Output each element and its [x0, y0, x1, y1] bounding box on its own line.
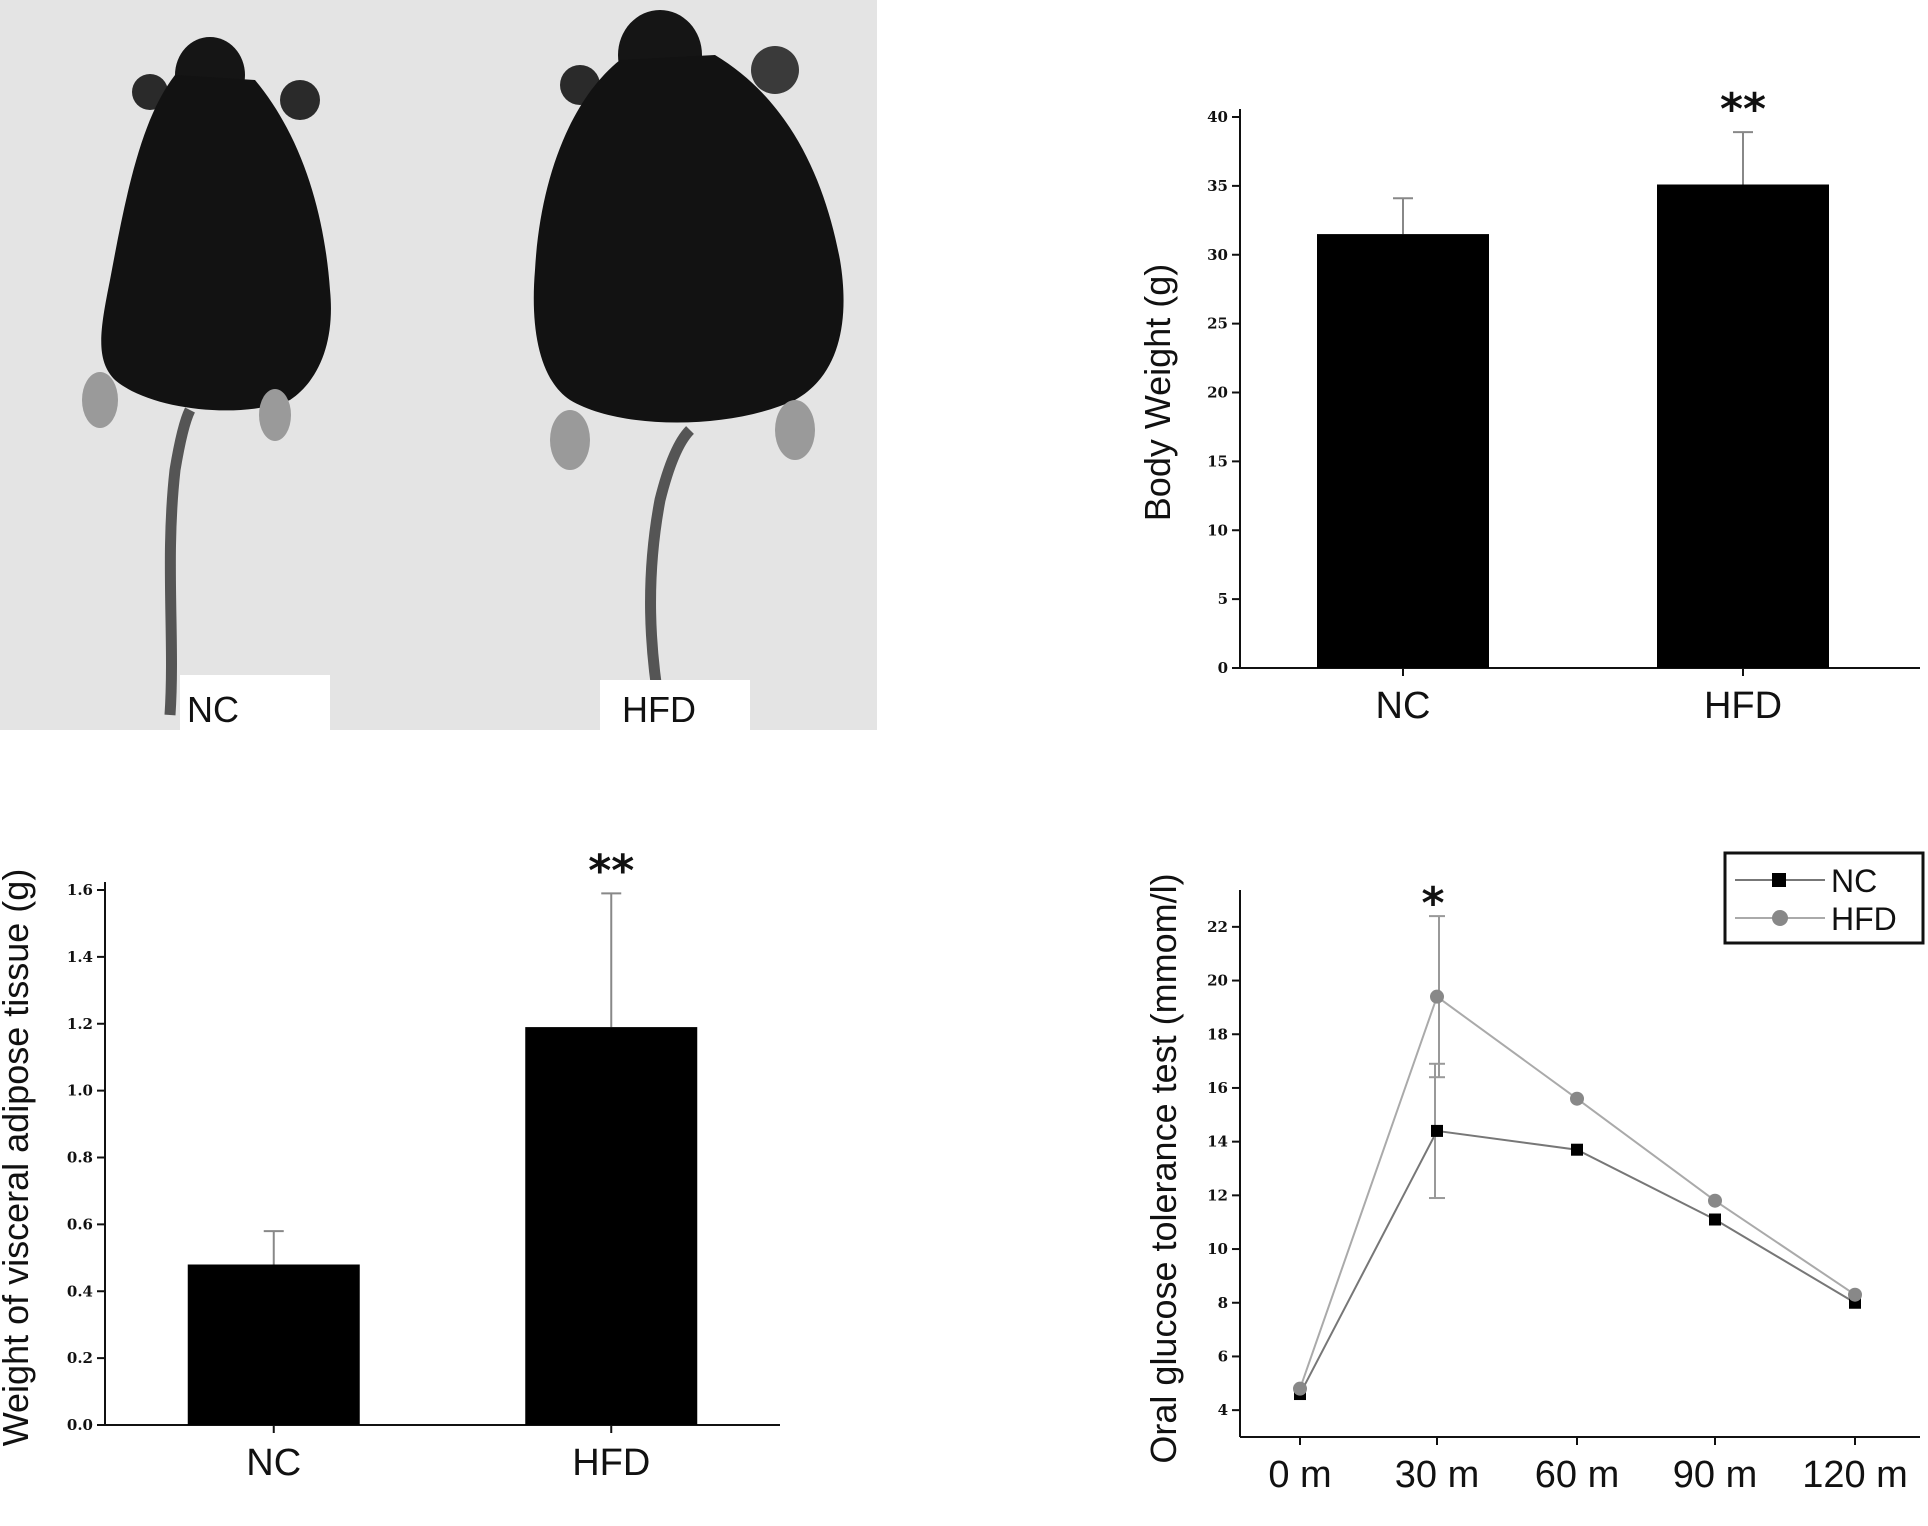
y-tick-label: 0.8	[67, 1149, 93, 1167]
data-point-nc	[1571, 1143, 1583, 1156]
data-point-hfd	[1430, 989, 1444, 1004]
nc-mouse	[82, 37, 331, 716]
legend-label-nc: NC	[1831, 863, 1877, 899]
data-point-nc	[1709, 1213, 1721, 1226]
y-tick-label: 15	[1207, 452, 1228, 470]
y-tick-label: 1.0	[67, 1082, 93, 1100]
significance-marker: **	[588, 845, 634, 896]
y-tick-label: 0	[1218, 659, 1228, 677]
x-tick-label: 30 m	[1395, 1454, 1479, 1496]
ogtt-chart: 4 6 8 10 12 14 16 18 20 22 Oral glucose tolerance …	[1140, 840, 1928, 1526]
nc-label-box	[180, 675, 330, 730]
legend-marker-hfd	[1772, 910, 1788, 926]
y-tick-label: 20	[1207, 972, 1228, 990]
visceral-adipose-chart-svg: 0.0 0.2 0.4 0.6 0.8 1.0 1.2 1.4 1.6 Weight of vis…	[0, 845, 780, 1484]
y-tick-label: 8	[1218, 1294, 1228, 1312]
y-tick-label: 1.2	[67, 1015, 93, 1033]
y-tick-label: 0.2	[67, 1349, 93, 1367]
x-tick-label: 60 m	[1535, 1454, 1619, 1496]
y-tick-label: 18	[1207, 1025, 1228, 1043]
mice-photo-panel: NC HFD	[0, 0, 877, 730]
x-tick-label: 0 m	[1268, 1454, 1331, 1496]
data-point-hfd	[1570, 1091, 1584, 1106]
y-tick-label: 1.6	[67, 881, 93, 899]
y-tick-label: 25	[1207, 315, 1228, 333]
bar-nc	[1317, 234, 1489, 668]
y-tick-label: 0.6	[67, 1215, 93, 1233]
data-point-nc	[1431, 1124, 1443, 1137]
y-tick-label: 6	[1218, 1347, 1228, 1365]
bar-hfd	[525, 1027, 698, 1425]
significance-marker: **	[1720, 84, 1766, 135]
photo-label-hfd: HFD	[622, 689, 696, 730]
y-tick-label: 35	[1207, 177, 1228, 195]
bar-nc	[187, 1264, 360, 1425]
y-axis-title: Body Weight (g)	[1137, 264, 1178, 521]
y-tick-label: 5	[1218, 590, 1228, 608]
y-tick-label: 30	[1207, 246, 1228, 264]
y-tick-label: 1.4	[67, 948, 93, 966]
legend-label-hfd: HFD	[1831, 901, 1897, 937]
x-tick-label: NC	[246, 1442, 301, 1484]
y-tick-label: 0.4	[67, 1282, 93, 1300]
ogtt-chart-svg: 4 6 8 10 12 14 16 18 20 22 Oral glucose tolerance …	[1143, 851, 1925, 1496]
mice-photo: NC HFD	[0, 0, 877, 730]
y-tick-label: 16	[1207, 1079, 1228, 1097]
y-tick-label: 20	[1207, 384, 1228, 402]
x-tick-label: 90 m	[1673, 1454, 1757, 1496]
y-tick-label: 10	[1207, 1240, 1228, 1258]
bar-hfd	[1657, 184, 1829, 668]
body-weight-chart: 0 5 10 15 20 25 30 35 40 Body Weight (g) NC HFD **	[1100, 60, 1928, 760]
hfd-mouse	[533, 10, 844, 711]
x-tick-label: HFD	[572, 1442, 650, 1484]
data-point-hfd	[1848, 1287, 1862, 1302]
y-tick-label: 12	[1207, 1186, 1228, 1204]
photo-label-nc: NC	[187, 689, 239, 730]
data-point-hfd	[1293, 1381, 1307, 1396]
y-tick-label: 14	[1207, 1133, 1228, 1151]
y-axis-title: Weight of visceral adipose tissue (g)	[0, 869, 36, 1447]
legend-box	[1723, 851, 1925, 945]
visceral-adipose-chart: 0.0 0.2 0.4 0.6 0.8 1.0 1.2 1.4 1.6 Weight of vis…	[0, 820, 800, 1520]
body-weight-chart-svg: 0 5 10 15 20 25 30 35 40 Body Weight (g) NC HFD **	[1137, 84, 1920, 727]
x-tick-label: NC	[1376, 685, 1431, 727]
y-tick-label: 0.0	[67, 1416, 93, 1434]
y-tick-label: 10	[1207, 521, 1228, 539]
y-tick-label: 4	[1218, 1401, 1228, 1419]
x-tick-label: HFD	[1704, 685, 1782, 727]
data-point-hfd	[1708, 1193, 1722, 1208]
y-axis-title: Oral glucose tolerance test (mmom/l)	[1143, 873, 1184, 1463]
legend-marker-nc	[1772, 873, 1786, 887]
series-line-nc	[1299, 1129, 1856, 1395]
x-tick-label: 120 m	[1802, 1454, 1908, 1496]
hfd-label-box	[600, 680, 750, 730]
series-line-hfd	[1299, 995, 1856, 1389]
significance-marker: *	[1421, 878, 1444, 929]
y-tick-label: 40	[1207, 108, 1228, 126]
y-tick-label: 22	[1207, 918, 1228, 936]
